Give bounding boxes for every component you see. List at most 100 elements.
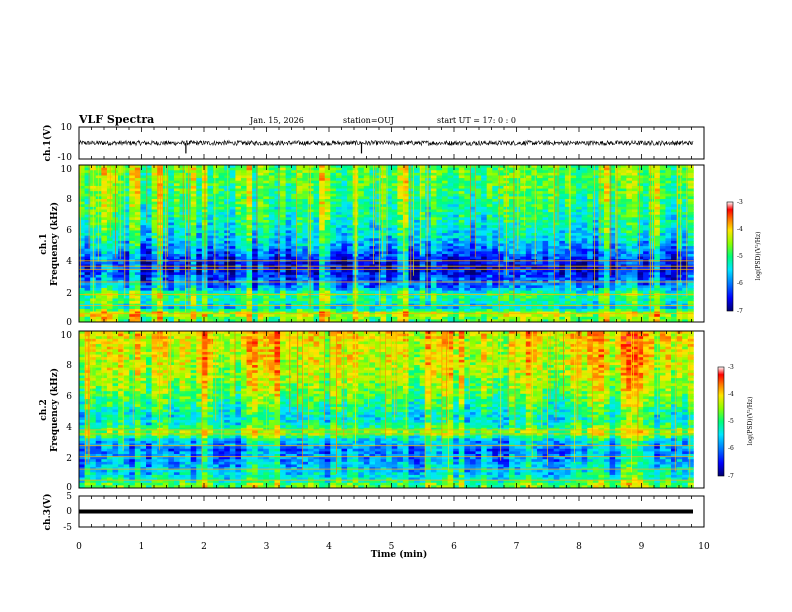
spec1-cell — [386, 261, 393, 265]
spec1-cell — [285, 272, 292, 276]
spec1-cell — [492, 235, 499, 239]
spec1-cell — [509, 240, 516, 244]
spec1-cell — [363, 316, 370, 320]
spec1-cell — [168, 233, 175, 237]
spec1-cell — [140, 248, 147, 252]
spec1-cell — [536, 212, 543, 216]
spec1-cell — [240, 212, 247, 216]
spec1-cell — [486, 225, 493, 229]
spec1-cell — [341, 308, 348, 312]
spec1-cell — [447, 295, 454, 299]
spec1-cell — [453, 267, 460, 271]
spec1-cell — [263, 196, 270, 200]
spec1-cell — [481, 233, 488, 237]
spec1-cell — [469, 248, 476, 252]
spec1-cell — [229, 238, 236, 242]
spec1-cell — [173, 217, 180, 221]
spec1-cell — [386, 251, 393, 255]
spec1-cell — [319, 251, 326, 255]
spec1-cell — [363, 295, 370, 299]
spec1-cell — [257, 185, 264, 189]
spec1-cell — [319, 235, 326, 239]
spec1-cell — [369, 204, 376, 208]
spec1-cell — [414, 235, 421, 239]
spec1-cell — [481, 209, 488, 213]
spec1-cell — [302, 219, 309, 223]
spec1-cell — [240, 183, 247, 187]
spec1-cell — [129, 238, 136, 242]
spec1-cell — [425, 319, 432, 323]
spec1-cell — [408, 287, 415, 291]
spec1-cell — [464, 269, 471, 273]
spec1-cell — [419, 301, 426, 305]
spec1-cell — [531, 274, 538, 278]
spec1-cell — [425, 308, 432, 312]
spec1-cell — [235, 277, 242, 281]
spec1-cell — [380, 212, 387, 216]
spec1-cell — [358, 261, 365, 265]
spec1-cell — [134, 193, 141, 197]
spec1-cell — [375, 167, 382, 171]
spec1-cell — [536, 201, 543, 205]
spec1-cell — [123, 274, 130, 278]
spec1-cell — [324, 248, 331, 252]
spec1-cell — [196, 188, 203, 192]
spec1-cell — [531, 170, 538, 174]
spec1-cell — [414, 277, 421, 281]
spec1-cell — [140, 282, 147, 286]
spec1-cell — [229, 274, 236, 278]
spec1-cell — [302, 235, 309, 239]
spec1-cell — [218, 256, 225, 260]
spec1-cell — [391, 167, 398, 171]
spec1-cell — [319, 287, 326, 291]
spec1-cell — [252, 206, 259, 210]
spec1-cell — [207, 204, 214, 208]
spec1-cell — [324, 191, 331, 195]
spec1-cell — [419, 170, 426, 174]
spec1-cell — [341, 188, 348, 192]
spec1-cell — [162, 306, 169, 310]
spec1-cell — [146, 175, 153, 179]
spec1-cell — [151, 204, 158, 208]
spec1-cell — [341, 261, 348, 265]
spec1-cell — [129, 298, 136, 302]
spec1-cell — [319, 178, 326, 182]
spec1-cell — [246, 172, 253, 176]
spec1-cell — [118, 308, 125, 312]
spec1-cell — [240, 230, 247, 234]
spec1-cell — [335, 285, 342, 289]
spec1-cell — [229, 167, 236, 171]
spec1-cell — [509, 225, 516, 229]
spec1-cell — [112, 285, 119, 289]
spec1-cell — [386, 269, 393, 273]
spec1-cell — [363, 274, 370, 278]
spec1-cell — [492, 196, 499, 200]
spec1-cell — [240, 214, 247, 218]
spec1-cell — [397, 319, 404, 323]
ch1-ytick-max: 10 — [61, 123, 73, 133]
spec1-cell — [536, 233, 543, 237]
spec1-cell — [497, 214, 504, 218]
spec1-cell — [84, 214, 91, 218]
spec1-cell — [129, 206, 136, 210]
spec1-cell — [179, 165, 186, 169]
spec1-cell — [151, 267, 158, 271]
spec1-cell — [414, 295, 421, 299]
spec1-cell — [380, 306, 387, 310]
spec1-cell — [430, 206, 437, 210]
spec1-cell — [302, 188, 309, 192]
spec1-cell — [375, 233, 382, 237]
spec1-cell — [525, 238, 532, 242]
spec1-cell — [134, 272, 141, 276]
spec1-cell — [95, 217, 102, 221]
spec1-cell — [514, 295, 521, 299]
spec1-cell — [386, 206, 393, 210]
spec1-cell — [268, 277, 275, 281]
spec1-cell — [185, 225, 192, 229]
spec1-cell — [168, 196, 175, 200]
spec1-cell — [347, 285, 354, 289]
spec1-cell — [313, 306, 320, 310]
spec1-cell — [481, 267, 488, 271]
spec1-cell — [190, 306, 197, 310]
